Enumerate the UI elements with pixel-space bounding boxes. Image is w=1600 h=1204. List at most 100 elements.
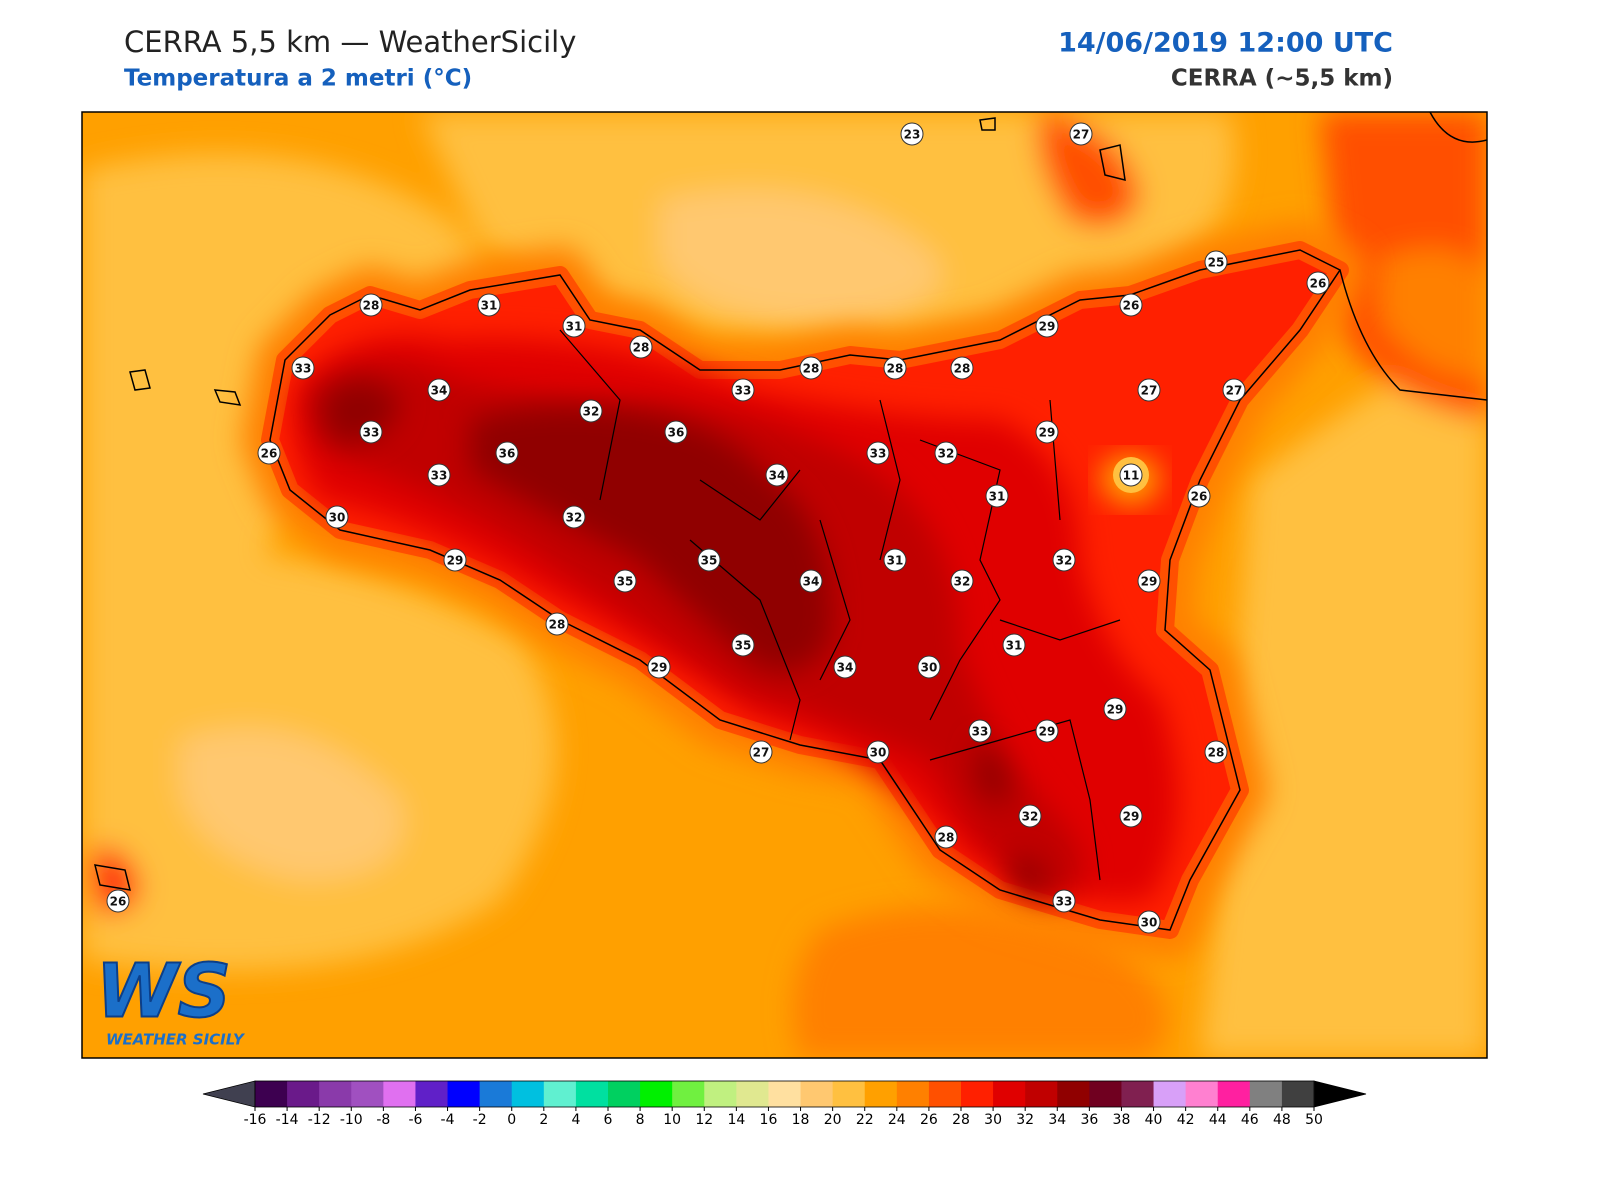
colorbar-segment xyxy=(864,1081,898,1107)
colorbar-tick-label: 6 xyxy=(604,1112,613,1128)
station-marker xyxy=(1222,378,1246,402)
station-value: 34 xyxy=(803,575,820,589)
station-marker xyxy=(1306,271,1330,295)
colorbar-tick-label: -6 xyxy=(408,1112,422,1128)
colorbar-segment xyxy=(479,1081,513,1107)
colorbar-tick-label: 32 xyxy=(1016,1112,1034,1128)
station-value: 28 xyxy=(887,362,904,376)
colorbar-segment xyxy=(1185,1081,1219,1107)
colorbar-tick-label: 28 xyxy=(952,1112,970,1128)
station-marker xyxy=(359,420,383,444)
frame xyxy=(81,111,1488,1059)
subtitle: Temperatura a 2 metri (°C) xyxy=(124,66,472,92)
station-marker xyxy=(1204,250,1228,274)
colorbar-tick-label: 24 xyxy=(888,1112,906,1128)
station-marker xyxy=(883,548,907,572)
colorbar-tick-label: 48 xyxy=(1273,1112,1291,1128)
colorbar-tick-label: 30 xyxy=(984,1112,1002,1128)
station-marker xyxy=(697,548,721,572)
colorbar-tick-label: 34 xyxy=(1048,1112,1066,1128)
station-value: 36 xyxy=(499,447,516,461)
station-value: 28 xyxy=(549,618,566,632)
coastline xyxy=(269,249,1342,931)
station-marker xyxy=(257,441,281,465)
colorbar-over xyxy=(1313,1080,1367,1108)
colorbar-segment xyxy=(447,1081,481,1107)
borders xyxy=(559,329,1121,881)
colorbar-tick-label: 0 xyxy=(507,1112,516,1128)
stations: 23 27 25 26 26 29 28 31 31 28 33 28 28 28 34 33 27 27 32 33… xyxy=(106,122,1330,934)
station-value: 33 xyxy=(431,469,448,483)
station-value: 26 xyxy=(1310,277,1327,291)
colorbar-tick-label: 22 xyxy=(856,1112,874,1128)
colorbar-tick-label: 50 xyxy=(1305,1112,1323,1128)
station-value: 32 xyxy=(1022,810,1039,824)
colorbar-tick-label: -8 xyxy=(376,1112,390,1128)
station-marker xyxy=(749,740,773,764)
colorbar-tick-label: 8 xyxy=(636,1112,645,1128)
colorbar-tick-label: -4 xyxy=(441,1112,455,1128)
station-value: 31 xyxy=(989,490,1006,504)
station-marker xyxy=(562,505,586,529)
station-marker xyxy=(1137,569,1161,593)
colorbar-segment xyxy=(415,1081,449,1107)
station-value: 33 xyxy=(735,384,752,398)
station-value: 27 xyxy=(753,746,770,760)
colorbar-segment xyxy=(1057,1081,1090,1107)
station-value: 31 xyxy=(1006,639,1023,653)
station-marker xyxy=(900,122,924,146)
colorbar-tick-label: 12 xyxy=(695,1112,713,1128)
station-marker xyxy=(866,740,890,764)
colorbar-tick-label: 40 xyxy=(1145,1112,1163,1128)
station-marker xyxy=(613,569,637,593)
station-marker xyxy=(664,420,688,444)
station-marker xyxy=(1035,719,1059,743)
station-marker xyxy=(647,655,671,679)
station-marker xyxy=(1204,740,1228,764)
station-value: 26 xyxy=(1191,490,1208,504)
colorbar-tick-label: -14 xyxy=(276,1112,299,1128)
station-marker xyxy=(985,484,1009,508)
station-value: 32 xyxy=(938,447,955,461)
station-marker xyxy=(545,612,569,636)
colorbar-tick-label: 38 xyxy=(1113,1112,1131,1128)
station-value: 11 xyxy=(1123,469,1140,483)
station-value: 33 xyxy=(1056,895,1073,909)
colorbar-tick-label: 16 xyxy=(760,1112,778,1128)
station-value: 26 xyxy=(110,895,127,909)
colorbar-segment xyxy=(832,1081,866,1107)
colorbar-segment xyxy=(1089,1081,1122,1107)
station-value: 32 xyxy=(1056,554,1073,568)
colorbar-segment xyxy=(640,1081,673,1107)
station-value: 28 xyxy=(363,299,380,313)
colorbar-segment xyxy=(287,1081,320,1107)
colorbar-tick-label: -10 xyxy=(340,1112,363,1128)
station-marker xyxy=(1119,293,1143,317)
station-marker xyxy=(579,399,603,423)
station-value: 28 xyxy=(954,362,971,376)
station-value: 28 xyxy=(633,341,650,355)
station-value: 30 xyxy=(1141,916,1158,930)
station-value: 26 xyxy=(261,447,278,461)
station-marker xyxy=(106,889,130,913)
colorbar-tick-label: 20 xyxy=(824,1112,842,1128)
colorbar-segment xyxy=(1121,1081,1155,1107)
station-marker xyxy=(833,655,857,679)
station-marker xyxy=(765,463,789,487)
station-value: 29 xyxy=(1107,703,1124,717)
colorbar-tick-label: -2 xyxy=(473,1112,487,1128)
station-marker xyxy=(1119,463,1143,487)
station-value: 30 xyxy=(329,511,346,525)
station-marker xyxy=(866,441,890,465)
station-value: 33 xyxy=(295,362,312,376)
station-marker xyxy=(495,441,519,465)
colorbar-tick-label: 14 xyxy=(727,1112,745,1128)
station-marker xyxy=(443,548,467,572)
colorbar-segment xyxy=(672,1081,705,1107)
station-value: 33 xyxy=(972,725,989,739)
map: 23 27 25 26 26 29 28 31 31 28 33 28 28 28 34 33 27 27 32 33… xyxy=(82,112,1487,1058)
colorbar-segment xyxy=(961,1081,994,1107)
station-value: 27 xyxy=(1141,384,1158,398)
station-value: 30 xyxy=(870,746,887,760)
colorbar-segment xyxy=(768,1081,802,1107)
